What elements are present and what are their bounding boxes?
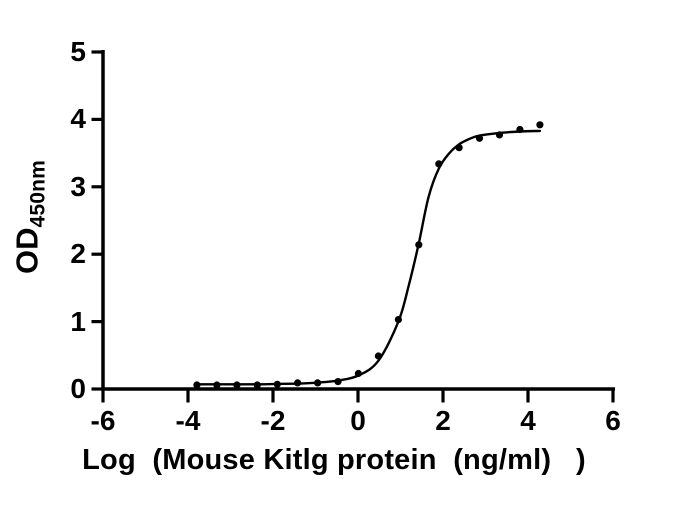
y-tick-label: 3 xyxy=(70,170,86,202)
data-point-marker xyxy=(475,134,484,142)
x-axis-title: Log (Mouse Kitlg protein (ng/ml) ) xyxy=(82,444,586,476)
y-axis-title-subscript: 450nm xyxy=(26,159,50,228)
y-tick-label: 0 xyxy=(70,373,86,404)
fit-curve-line xyxy=(195,129,542,386)
data-point-marker xyxy=(394,316,402,324)
x-tick-label: 4 xyxy=(520,405,536,436)
data-point-marker xyxy=(415,241,423,249)
x-tick-label: -6 xyxy=(90,405,116,436)
data-point-marker xyxy=(334,378,342,386)
axes-frame xyxy=(101,50,615,391)
y-tick-label: 4 xyxy=(70,103,86,135)
x-tick-label: 2 xyxy=(435,405,451,436)
data-point-marker xyxy=(435,160,443,168)
data-point-marker xyxy=(213,381,221,389)
x-tick-label: 0 xyxy=(350,405,366,436)
data-point-marker xyxy=(273,380,281,388)
data-point-marker xyxy=(233,381,241,389)
data-point-marker xyxy=(294,379,302,387)
data-point-marker xyxy=(536,121,544,129)
x-tick-label: -4 xyxy=(175,405,201,436)
x-tick-label: -2 xyxy=(260,405,286,436)
data-point-marker xyxy=(314,379,322,387)
y-tick-label: 5 xyxy=(70,36,86,67)
data-point-marker xyxy=(495,131,504,139)
data-point-marker xyxy=(374,352,382,360)
data-point-marker xyxy=(516,125,524,134)
y-axis-title: OD450nm xyxy=(10,160,51,274)
x-tick-label: 6 xyxy=(605,405,621,436)
y-axis-title-main: OD xyxy=(9,227,45,275)
data-point-marker xyxy=(193,381,201,389)
data-point-marker xyxy=(455,144,463,152)
y-tick-label: 2 xyxy=(70,238,86,270)
data-point-marker xyxy=(354,369,362,378)
y-tick-label: 1 xyxy=(70,305,86,337)
data-point-marker xyxy=(253,381,261,389)
